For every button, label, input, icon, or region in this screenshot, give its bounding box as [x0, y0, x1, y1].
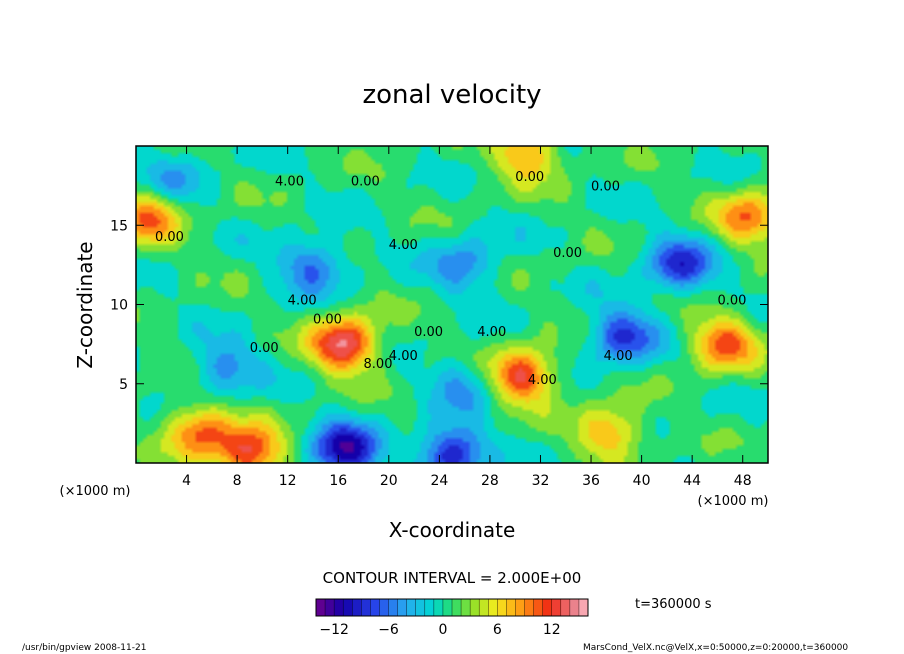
- colorbar-cell: [452, 599, 462, 616]
- y-axis-unit: (×1000 m): [60, 484, 131, 499]
- colorbar-cell: [415, 599, 426, 616]
- contour-label: 0.00: [591, 179, 620, 194]
- footer-right: MarsCond_VelX.nc@VelX,x=0:50000,z=0:2000…: [583, 643, 848, 653]
- chart-title: zonal velocity: [362, 80, 541, 110]
- colorbar-cell: [316, 599, 326, 616]
- colorbar-tick-label: −6: [378, 622, 399, 638]
- x-tick-label: 32: [532, 473, 550, 489]
- contour-labels: 4.00 0.00 0.00 0.00 0.00 4.00 0.00 4.00 0.00 0.00…: [155, 170, 746, 388]
- footer-left: /usr/bin/gpview 2008-11-21: [22, 643, 146, 653]
- x-tick-label: 12: [279, 473, 297, 489]
- contour-label: 0.00: [515, 170, 544, 185]
- y-tick-label: 15: [110, 218, 128, 234]
- x-tick-label: 16: [329, 473, 347, 489]
- colorbar-tick-label: −12: [319, 622, 349, 638]
- colorbar-cell: [560, 599, 571, 616]
- colorbar-cell: [488, 599, 498, 616]
- colorbar-cell: [397, 599, 408, 616]
- x-tick-label: 8: [233, 473, 242, 489]
- contour-interval-text: CONTOUR INTERVAL = 2.000E+00: [323, 569, 582, 587]
- colorbar-cell: [325, 599, 335, 616]
- colorbar-cell: [352, 599, 362, 616]
- colorbar-tick-label: 12: [543, 622, 561, 638]
- x-tick-label: 36: [582, 473, 600, 489]
- colorbar-ticks: −12 −6 0 6 12: [319, 622, 560, 638]
- contour-label: 4.00: [288, 294, 317, 309]
- colorbar-cell: [433, 599, 444, 616]
- contour-label: 4.00: [477, 325, 506, 340]
- colorbar-cell: [506, 599, 516, 616]
- contour-label: 0.00: [313, 313, 342, 328]
- colorbar-cell: [442, 599, 453, 616]
- heatmap-image: [136, 146, 768, 463]
- contour-label: 0.00: [717, 294, 746, 309]
- y-axis-label: Z-coordinate: [73, 241, 97, 368]
- plot-area: 4.00 0.00 0.00 0.00 0.00 4.00 0.00 4.00 0.00 0.00…: [110, 145, 769, 489]
- y-ticks: 5 10 15: [110, 218, 768, 393]
- x-tick-label: 28: [481, 473, 499, 489]
- colorbar-cell: [361, 599, 371, 616]
- x-tick-label: 20: [380, 473, 398, 489]
- x-tick-label: 40: [633, 473, 651, 489]
- colorbar-cell: [578, 599, 589, 616]
- colorbar-cell: [406, 599, 417, 616]
- contour-label: 4.00: [275, 175, 304, 190]
- contour-label: 0.00: [553, 246, 582, 261]
- colorbar-cell: [542, 599, 553, 616]
- colorbar-tick-label: 6: [493, 622, 502, 638]
- x-axis-unit: (×1000 m): [698, 494, 769, 509]
- contour-label: 4.00: [604, 349, 633, 364]
- colorbar-cell: [379, 599, 390, 616]
- colorbar-cells: [315, 599, 589, 616]
- contour-label: 0.00: [155, 230, 184, 245]
- contour-label: 0.00: [414, 325, 443, 340]
- contour-label: 4.00: [389, 238, 418, 253]
- colorbar-cell: [470, 599, 480, 616]
- colorbar-cell: [551, 599, 562, 616]
- x-axis-label: X-coordinate: [389, 518, 516, 542]
- colorbar-tick-label: 0: [438, 622, 447, 638]
- colorbar-cell: [334, 599, 344, 616]
- x-tick-label: 44: [683, 473, 701, 489]
- contour-label: 0.00: [250, 341, 279, 356]
- x-tick-label: 24: [430, 473, 448, 489]
- x-tick-label: 4: [182, 473, 191, 489]
- colorbar-cell: [461, 599, 471, 616]
- colorbar-cell: [524, 599, 535, 616]
- colorbar-cell: [515, 599, 526, 616]
- contour-label: 4.00: [389, 349, 418, 364]
- contour-label: 0.00: [351, 175, 380, 190]
- colorbar-cell: [533, 599, 544, 616]
- colorbar-cell: [424, 599, 435, 616]
- y-tick-label: 10: [110, 298, 128, 314]
- colorbar-frame: [315, 598, 589, 617]
- contour-label: 4.00: [528, 373, 557, 388]
- colorbar-cell: [370, 599, 380, 616]
- colorbar-cell: [479, 599, 489, 616]
- colorbar-cell: [497, 599, 507, 616]
- colorbar: −12 −6 0 6 12: [315, 598, 589, 638]
- time-label: t=360000 s: [635, 597, 712, 612]
- y-tick-label: 5: [119, 377, 128, 393]
- colorbar-cell: [569, 599, 580, 616]
- colorbar-cell: [388, 599, 399, 616]
- colorbar-cell: [343, 599, 353, 616]
- contour-label: 8.00: [364, 357, 393, 372]
- x-ticks: 4 8 12 16 20 24 28 32 36 40 44 48: [182, 146, 752, 489]
- x-tick-label: 48: [734, 473, 752, 489]
